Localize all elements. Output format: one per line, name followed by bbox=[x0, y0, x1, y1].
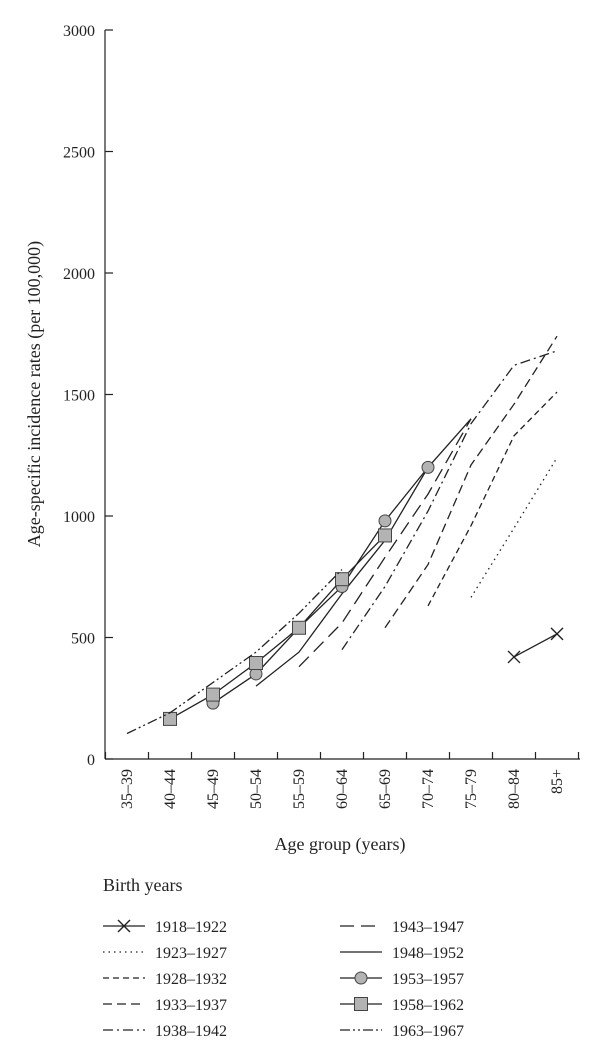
series-line bbox=[298, 418, 472, 668]
series-line bbox=[255, 418, 472, 687]
series-line bbox=[169, 534, 386, 720]
series-line bbox=[212, 466, 429, 704]
legend-item: 1928–1932 bbox=[103, 971, 227, 988]
y-tick-label: 1000 bbox=[63, 509, 95, 526]
x-tick-label: 80–84 bbox=[506, 769, 523, 809]
legend-item: 1948–1952 bbox=[340, 945, 464, 962]
x-tick-label: 55–59 bbox=[291, 769, 308, 809]
legend-title: Birth years bbox=[103, 875, 183, 895]
series-1923–1927 bbox=[470, 457, 558, 598]
legend-label: 1938–1942 bbox=[155, 1023, 227, 1040]
data-point bbox=[421, 460, 435, 474]
y-tick-label: 0 bbox=[87, 752, 95, 769]
legend-marker bbox=[354, 997, 368, 1011]
series-line bbox=[341, 350, 558, 650]
series-line bbox=[126, 569, 343, 735]
series-1943–1947 bbox=[298, 418, 472, 668]
data-point bbox=[507, 650, 521, 664]
data-point bbox=[206, 687, 220, 702]
series-1918–1922 bbox=[507, 627, 564, 664]
data-point bbox=[378, 514, 392, 528]
legend: 1918–1922 1923–1927 1928–1932 1933–1937 1938… bbox=[103, 919, 464, 1040]
x-tick-label: 40–44 bbox=[162, 769, 179, 809]
y-tick-label: 2500 bbox=[63, 145, 95, 162]
legend-label: 1948–1952 bbox=[392, 945, 464, 962]
legend-label: 1958–1962 bbox=[392, 997, 464, 1014]
y-tick-label: 1500 bbox=[63, 388, 95, 405]
legend-label: 1928–1932 bbox=[155, 971, 227, 988]
series-line bbox=[384, 335, 558, 629]
y-tick-label: 3000 bbox=[63, 23, 95, 40]
series-1963–1967 bbox=[126, 569, 343, 735]
data-point bbox=[292, 620, 306, 635]
x-tick-label: 60–64 bbox=[334, 769, 351, 809]
series-1953–1957 bbox=[206, 460, 435, 710]
series-1938–1942 bbox=[341, 350, 558, 650]
legend-item: 1918–1922 bbox=[103, 919, 227, 936]
legend-label: 1953–1957 bbox=[392, 971, 464, 988]
x-tick-label: 75–79 bbox=[463, 769, 480, 809]
x-tick-label: 50–54 bbox=[248, 769, 265, 809]
legend-item: 1933–1937 bbox=[103, 997, 227, 1014]
legend-label: 1943–1947 bbox=[392, 919, 464, 936]
x-tick-label: 70–74 bbox=[420, 769, 437, 809]
series-1948–1952 bbox=[255, 418, 472, 687]
legend-marker bbox=[117, 919, 131, 933]
x-tick-label: 85+ bbox=[549, 769, 566, 794]
y-tick-label: 2000 bbox=[63, 266, 95, 283]
legend-label: 1933–1937 bbox=[155, 997, 227, 1014]
legend-item: 1958–1962 bbox=[340, 997, 464, 1014]
x-tick-label: 65–69 bbox=[377, 769, 394, 809]
legend-label: 1918–1922 bbox=[155, 919, 227, 936]
legend-item: 1923–1927 bbox=[103, 945, 227, 962]
series-1933–1937 bbox=[384, 335, 558, 629]
series-1958–1962 bbox=[163, 528, 392, 726]
legend-item: 1963–1967 bbox=[340, 1023, 464, 1040]
series-1928–1932 bbox=[427, 391, 558, 607]
y-tick-label: 500 bbox=[71, 631, 95, 648]
legend-label: 1963–1967 bbox=[392, 1023, 464, 1040]
legend-item: 1938–1942 bbox=[103, 1023, 227, 1040]
data-point bbox=[335, 572, 349, 587]
x-tick-label: 45–49 bbox=[205, 769, 222, 809]
series-layer bbox=[126, 335, 564, 735]
data-point bbox=[249, 656, 263, 671]
x-tick-label: 35–39 bbox=[119, 769, 136, 809]
x-axis-title: Age group (years) bbox=[275, 834, 406, 855]
y-axis-title: Age-specific incidence rates (per 100,00… bbox=[24, 241, 45, 547]
legend-item: 1953–1957 bbox=[340, 971, 464, 988]
legend-label: 1923–1927 bbox=[155, 945, 227, 962]
legend-marker bbox=[354, 971, 368, 985]
series-line bbox=[513, 633, 558, 658]
legend-item: 1943–1947 bbox=[340, 919, 464, 936]
data-point bbox=[550, 627, 564, 641]
axes: 0 500 1000 1500 2000 2500 3000 35–39 40–44 45–49 5… bbox=[63, 23, 580, 809]
series-line bbox=[470, 457, 558, 598]
data-point bbox=[378, 528, 392, 543]
series-line bbox=[427, 391, 558, 607]
